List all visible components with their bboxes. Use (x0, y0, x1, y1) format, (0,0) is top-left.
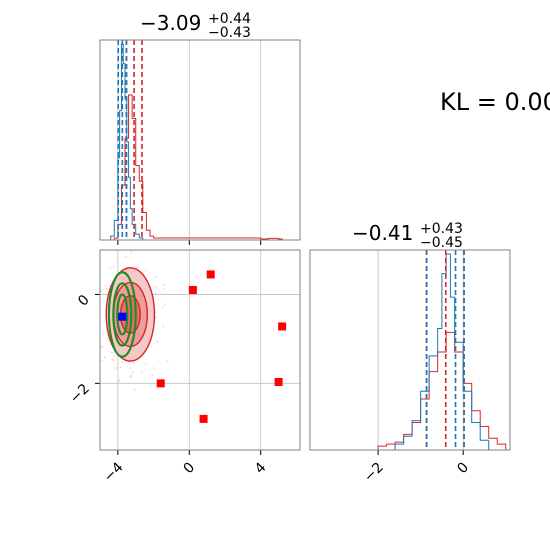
blue-histogram (394, 253, 490, 450)
y-tick-label: 0 (75, 292, 93, 310)
x-tick-label: −2 (361, 460, 387, 486)
sample-point (134, 265, 137, 268)
sample-point (136, 266, 139, 269)
sample-point (100, 290, 103, 293)
sample-point (105, 287, 108, 290)
red-marker (274, 378, 283, 386)
sample-point (113, 355, 116, 358)
sample-point (155, 286, 158, 289)
sample-point (110, 351, 113, 354)
marginal-y-title-main: −0.41 (352, 221, 413, 245)
sample-point (133, 361, 136, 364)
sample-point (151, 374, 154, 377)
green-contour (116, 293, 129, 336)
marginal-x-title-sup: +0.44 (208, 11, 251, 27)
sample-point (103, 356, 106, 359)
red-marker (278, 322, 287, 331)
sample-point (164, 303, 167, 306)
marginal-y-title-sub: −0.45 (420, 235, 463, 251)
sample-point (121, 361, 124, 364)
sample-point (131, 371, 134, 374)
sample-point (163, 284, 166, 286)
marginal-x-panel (99, 39, 301, 245)
marginal-y-title: −0.41 (352, 221, 413, 245)
sample-point (166, 359, 169, 362)
sample-point (104, 285, 107, 288)
sample-point (154, 276, 157, 279)
red-marker (156, 379, 165, 388)
y-tick-label: −2 (67, 381, 93, 407)
red-marker (206, 270, 215, 279)
red-marker (199, 414, 208, 423)
x-tick-label: 0 (180, 460, 198, 478)
sample-point (162, 305, 165, 308)
panel-frame (99, 39, 301, 241)
sample-point (129, 367, 132, 369)
sample-point (163, 288, 166, 290)
red-histogram (377, 331, 507, 450)
red-marker (188, 286, 197, 294)
marginal-x-title-sub: −0.43 (208, 25, 251, 41)
marginal-y-panel: −2 0 (309, 249, 511, 486)
sample-point (109, 266, 112, 269)
sample-point (108, 284, 111, 287)
panel-frame (309, 249, 511, 451)
sample-point (134, 388, 137, 391)
joint-panel: −4 0 4 −2 0 (67, 249, 301, 485)
red-histogram (113, 94, 283, 240)
panel-frame (99, 249, 301, 451)
sample-point (124, 255, 127, 258)
sample-point (154, 316, 157, 319)
sample-point (118, 379, 121, 382)
marginal-x-title: −3.09 (140, 11, 201, 35)
sample-point (145, 363, 147, 366)
kl-label: KL = 0.00 (440, 88, 550, 116)
sample-point (152, 367, 155, 369)
sample-point (112, 351, 115, 354)
sample-point (114, 367, 117, 370)
sample-point (100, 346, 103, 349)
x-tick-label: −4 (101, 459, 127, 485)
green-contour (112, 282, 133, 347)
sample-point (154, 292, 157, 295)
sample-point (156, 340, 159, 343)
green-contour (107, 271, 137, 358)
marginal-x-title-main: −3.09 (140, 11, 201, 35)
sample-point (140, 371, 143, 374)
sample-point (112, 265, 115, 268)
x-tick-label: 4 (252, 459, 270, 477)
marginal-y-title-sup: +0.43 (420, 221, 463, 237)
blue-marker (118, 312, 127, 321)
sample-point (111, 358, 114, 361)
sample-point (129, 375, 132, 378)
sample-point (162, 325, 164, 327)
sample-point (144, 269, 147, 272)
x-tick-label: 0 (454, 460, 472, 478)
sample-point (130, 250, 132, 253)
sample-point (119, 366, 122, 369)
sample-point (100, 359, 103, 362)
sample-point (106, 338, 109, 341)
